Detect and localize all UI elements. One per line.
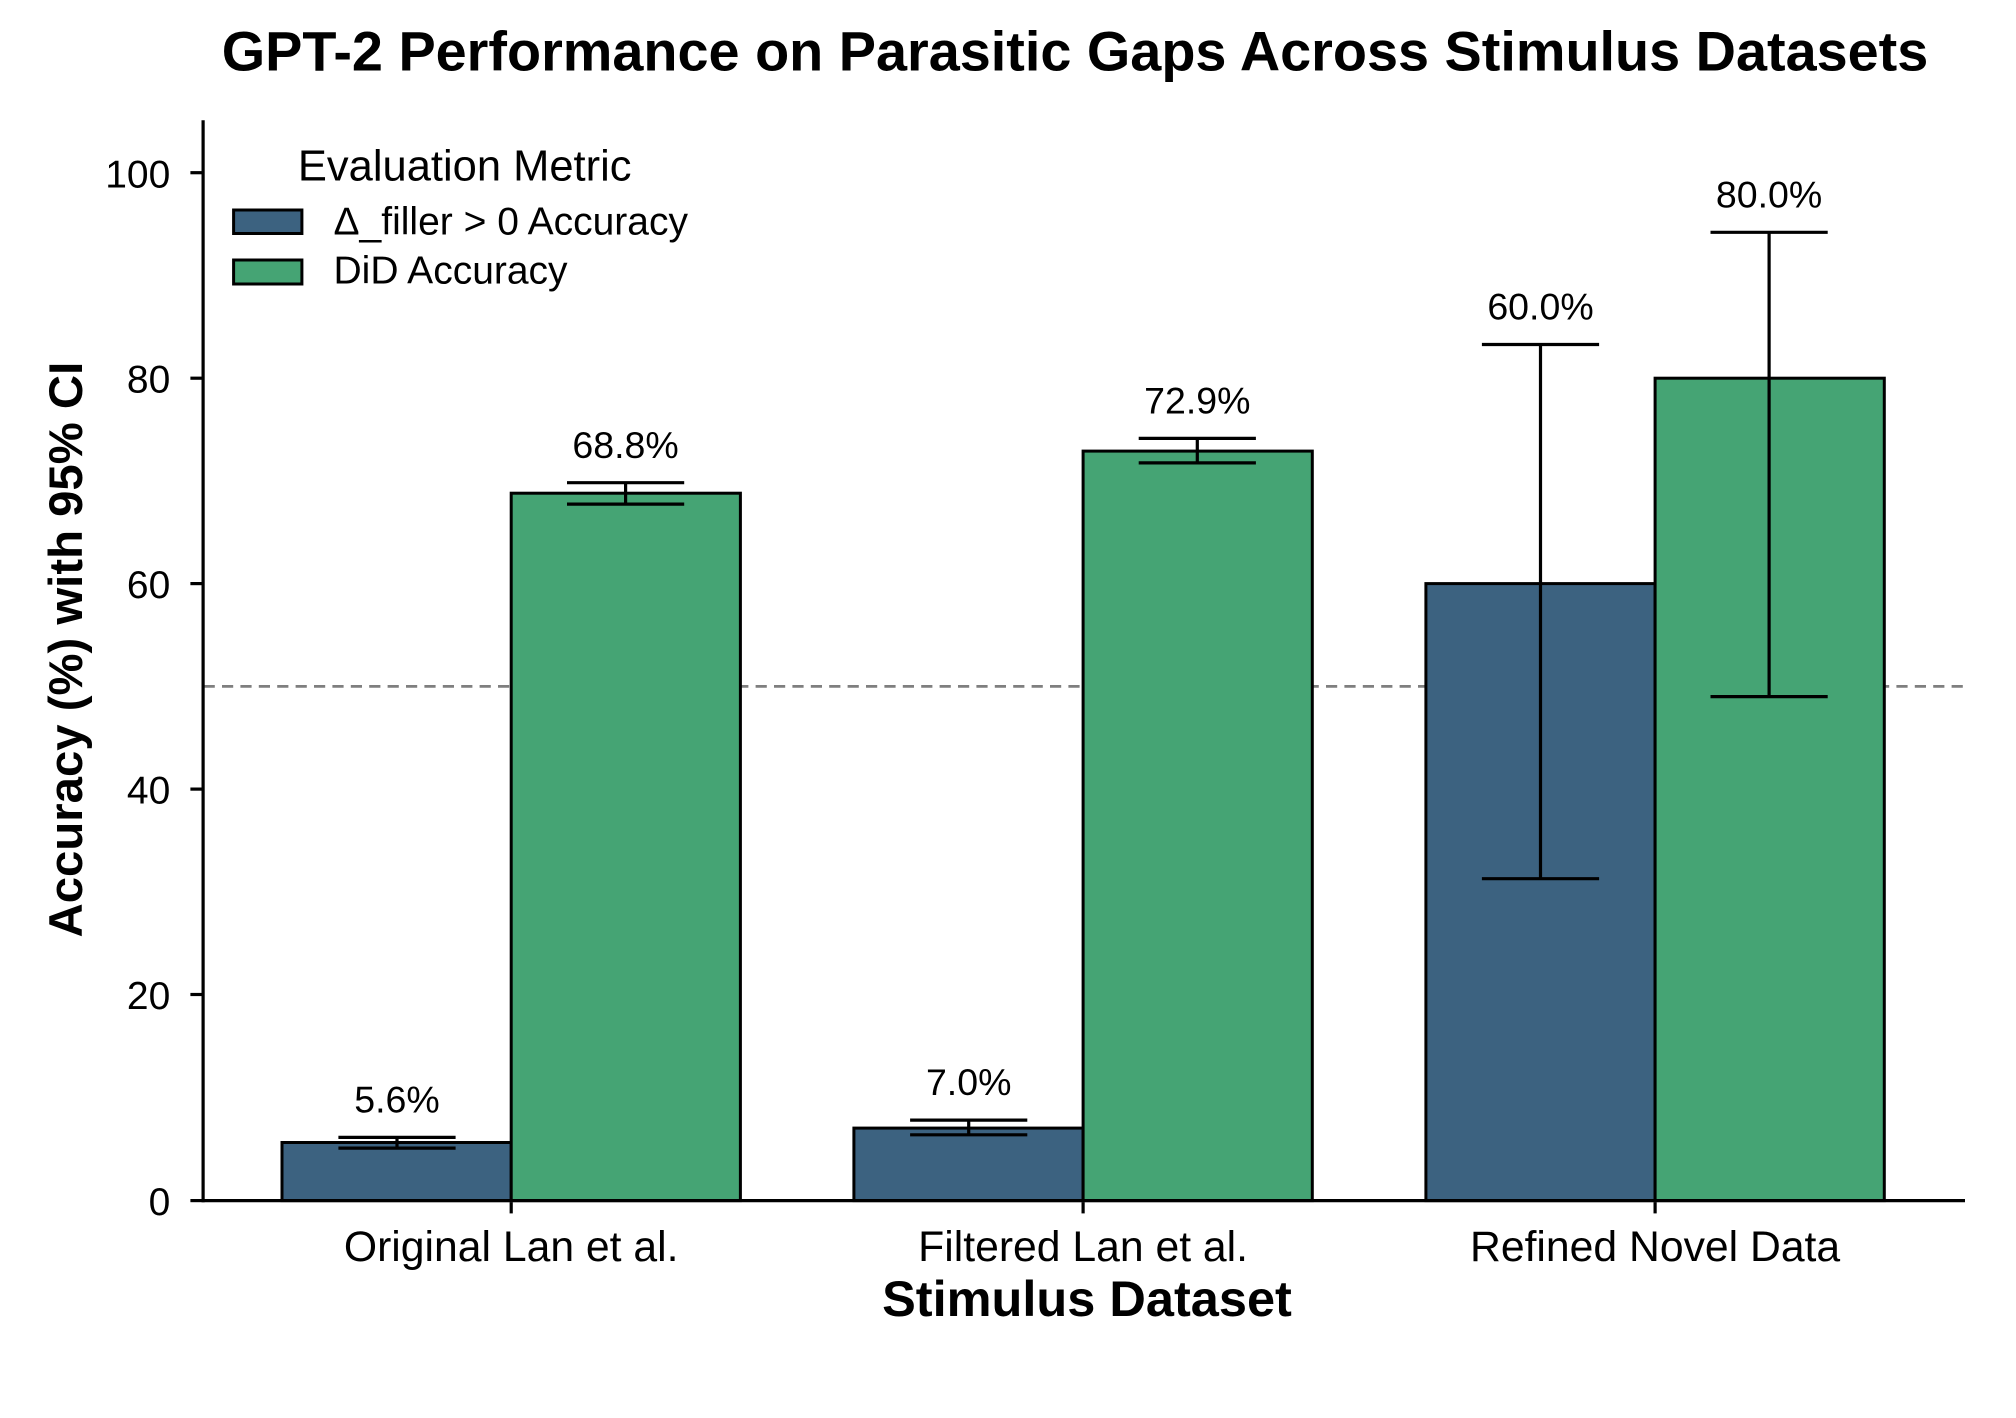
svg-text:Filtered Lan et al.: Filtered Lan et al. — [918, 1223, 1248, 1271]
svg-text:5.6%: 5.6% — [354, 1079, 439, 1121]
svg-text:7.0%: 7.0% — [926, 1061, 1011, 1103]
svg-text:80.0%: 80.0% — [1716, 173, 1822, 215]
svg-text:80: 80 — [127, 359, 170, 402]
svg-text:Accuracy (%) with 95% CI: Accuracy (%) with 95% CI — [40, 362, 93, 938]
svg-text:68.8%: 68.8% — [572, 424, 678, 466]
svg-text:100: 100 — [105, 153, 170, 196]
svg-text:20: 20 — [127, 975, 170, 1018]
svg-text:GPT-2 Performance on Parasitic: GPT-2 Performance on Parasitic Gaps Acro… — [222, 19, 1929, 82]
svg-text:40: 40 — [127, 770, 170, 813]
svg-text:60: 60 — [127, 564, 170, 607]
svg-text:Δ_filler > 0 Accuracy: Δ_filler > 0 Accuracy — [334, 201, 689, 244]
svg-text:60.0%: 60.0% — [1487, 286, 1593, 328]
svg-text:Original Lan et al.: Original Lan et al. — [344, 1223, 679, 1271]
svg-text:DiD Accuracy: DiD Accuracy — [334, 250, 569, 293]
svg-text:72.9%: 72.9% — [1144, 380, 1250, 422]
svg-text:Refined Novel Data: Refined Novel Data — [1470, 1223, 1840, 1271]
svg-text:Stimulus Dataset: Stimulus Dataset — [882, 1270, 1292, 1327]
svg-text:Evaluation Metric: Evaluation Metric — [298, 143, 632, 191]
svg-text:0: 0 — [149, 1181, 171, 1224]
